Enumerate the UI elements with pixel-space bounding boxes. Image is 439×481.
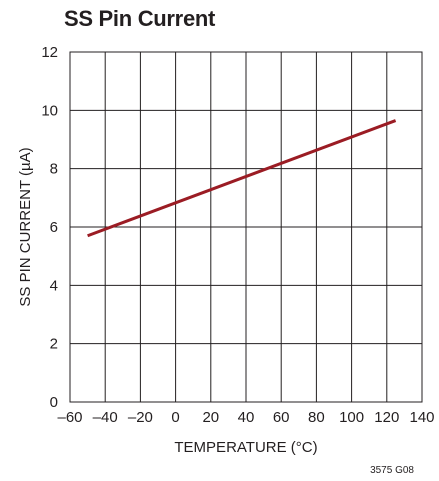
y-tick-label: 12 — [41, 44, 58, 61]
chart-title: SS Pin Current — [64, 6, 216, 31]
x-tick-label: 60 — [273, 409, 290, 426]
x-tick-label: 0 — [171, 409, 179, 426]
y-tick-label: 4 — [50, 277, 58, 294]
x-tick-label: –60 — [57, 409, 82, 426]
chart-grid — [70, 52, 422, 402]
figure-id: 3575 G08 — [370, 465, 414, 476]
plot-frame — [69, 51, 423, 403]
x-tick-labels: –60 –40 –20 0 20 40 60 80 100 120 140 — [57, 409, 434, 426]
y-tick-label: 2 — [50, 336, 58, 353]
y-tick-label: 6 — [50, 219, 58, 236]
x-tick-label: –20 — [128, 409, 153, 426]
chart-series — [87, 119, 397, 238]
y-axis-label: SS PIN CURRENT (µA) — [17, 147, 34, 306]
x-tick-label: 40 — [238, 409, 255, 426]
y-tick-labels: 0 2 4 6 8 10 12 — [41, 44, 58, 411]
x-tick-label: 80 — [308, 409, 325, 426]
series-line — [87, 119, 397, 238]
x-axis-label: TEMPERATURE (°C) — [174, 439, 317, 456]
y-tick-label: 8 — [50, 161, 58, 178]
x-tick-label: 140 — [409, 409, 434, 426]
y-tick-label: 0 — [50, 394, 58, 411]
x-tick-label: 20 — [202, 409, 219, 426]
y-tick-label: 10 — [41, 102, 58, 119]
x-tick-label: 100 — [339, 409, 364, 426]
x-tick-label: 120 — [374, 409, 399, 426]
x-tick-label: –40 — [93, 409, 118, 426]
